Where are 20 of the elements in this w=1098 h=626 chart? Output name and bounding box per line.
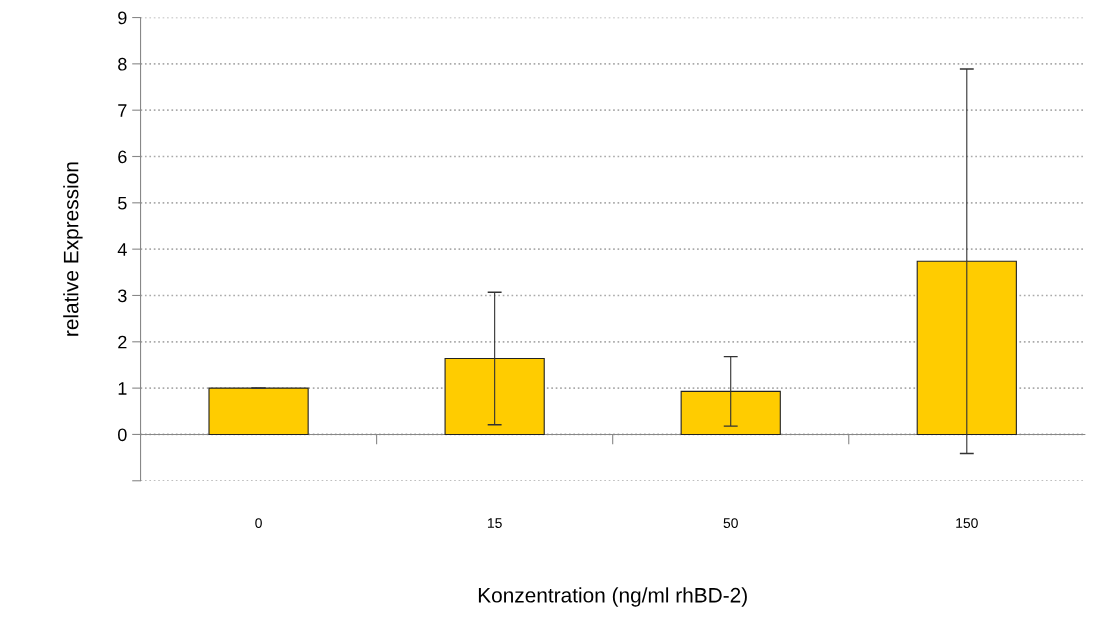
y-tick-label: 2 bbox=[118, 335, 127, 349]
x-tick-label: 150 bbox=[956, 518, 978, 528]
y-tick-label: 8 bbox=[118, 57, 127, 71]
y-axis-title: relative Expression bbox=[63, 162, 83, 336]
y-tick-label: 9 bbox=[118, 11, 127, 25]
bar bbox=[208, 387, 309, 435]
x-tick-label: 0 bbox=[255, 518, 262, 528]
y-tick-label: 3 bbox=[118, 289, 127, 303]
y-tick-label: 7 bbox=[118, 104, 127, 117]
bar bbox=[680, 390, 781, 435]
x-tick-label: 50 bbox=[723, 518, 738, 528]
y-tick-label: 1 bbox=[118, 382, 127, 395]
y-tick-label: 5 bbox=[118, 196, 127, 210]
x-tick-label: 15 bbox=[487, 518, 502, 528]
x-axis-title: Konzentration (ng/ml rhBD-2) bbox=[478, 587, 747, 607]
y-tick-label: 0 bbox=[118, 428, 127, 442]
y-tick-label: 6 bbox=[118, 150, 127, 164]
y-tick-label: 4 bbox=[117, 243, 127, 256]
bar bbox=[444, 357, 545, 435]
bar bbox=[916, 260, 1017, 435]
